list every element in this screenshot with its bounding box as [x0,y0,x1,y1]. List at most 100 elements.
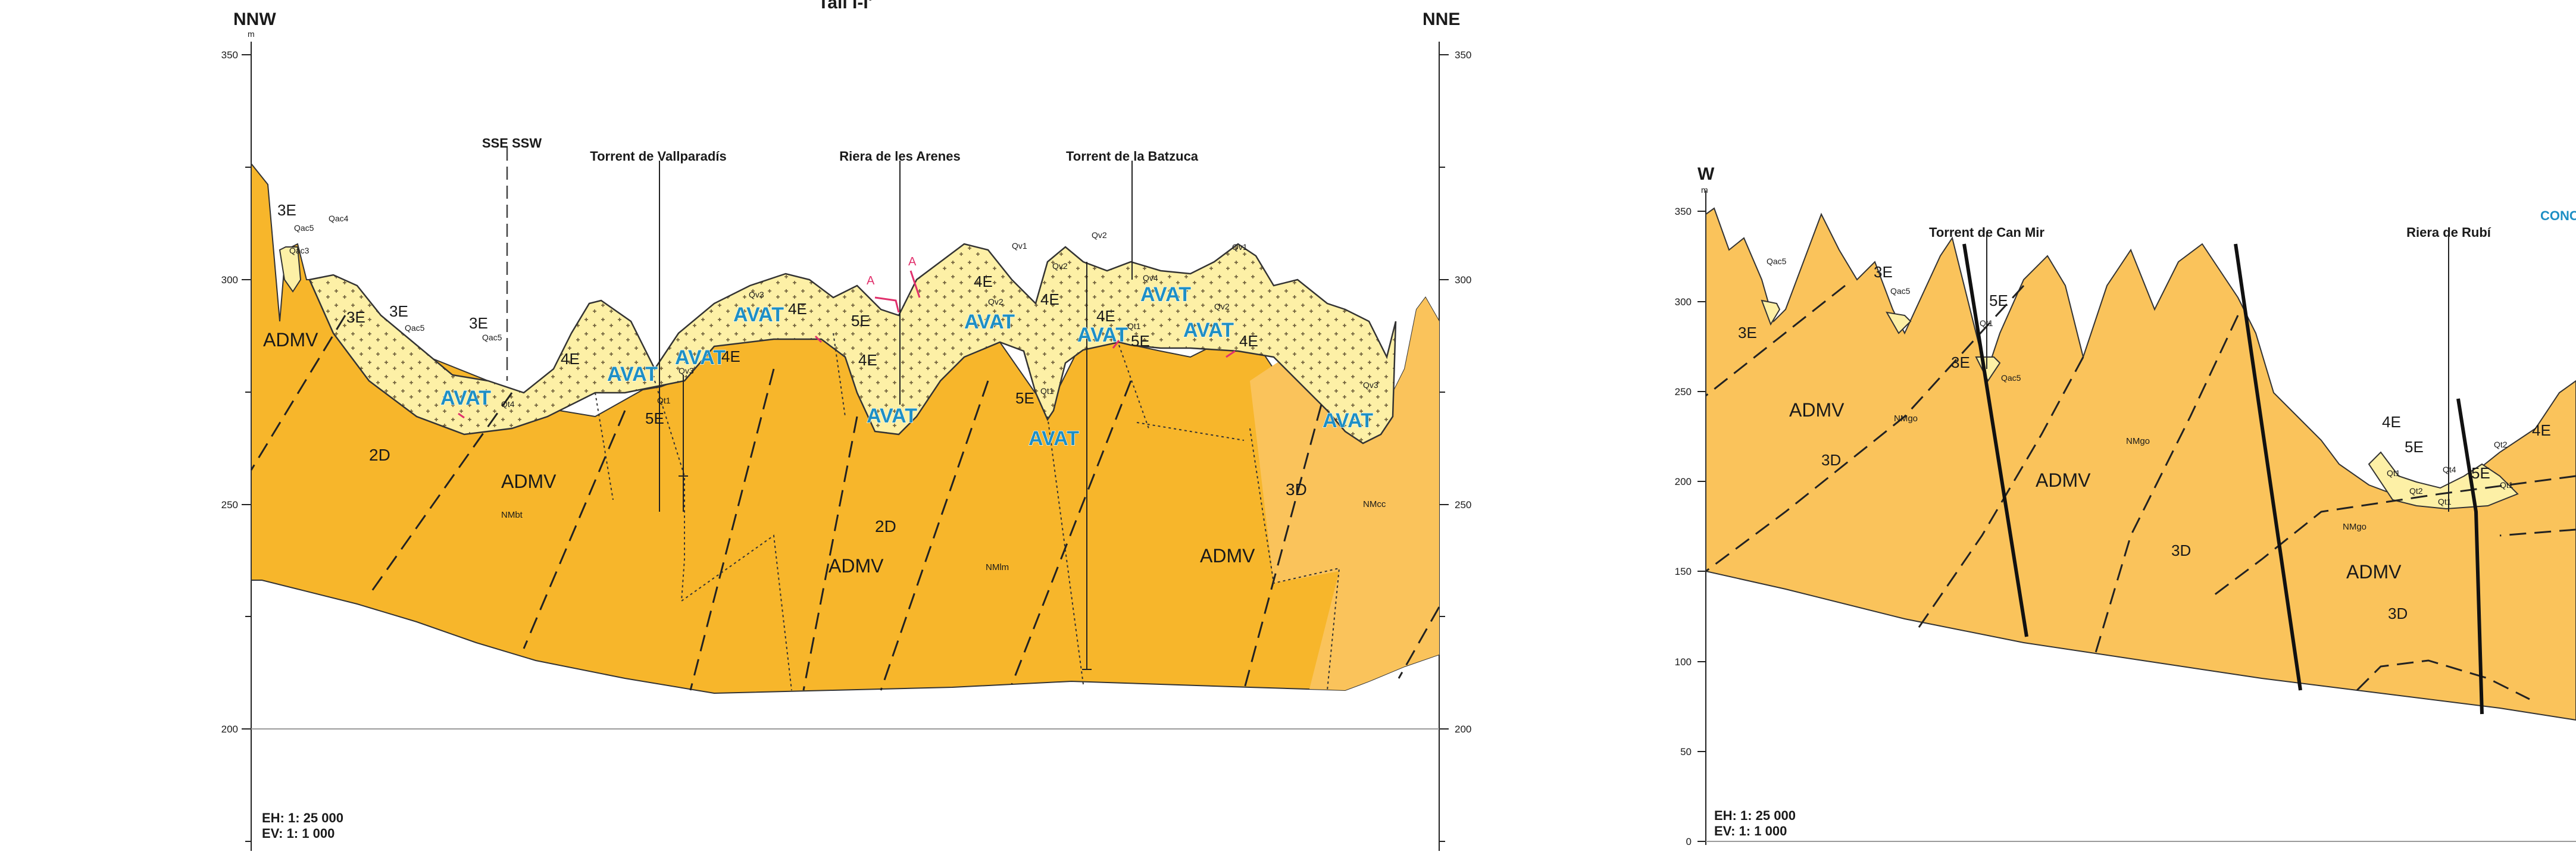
svg-text:AVAT: AVAT [1323,409,1373,432]
orient-left-label: NNW [233,10,276,29]
svg-text:Qt4: Qt4 [501,399,515,409]
stream-label-can-mir: Torrent de Can Mir [1929,225,2044,240]
svg-text:250: 250 [1455,499,1471,511]
svg-text:AVAT: AVAT [607,363,658,386]
svg-text:3E: 3E [389,302,408,320]
svg-text:Qt1: Qt1 [2438,497,2452,506]
svg-text:Qac5: Qac5 [294,223,314,233]
svg-text:Qac4: Qac4 [329,214,349,223]
unit-label-admv-2: ADMV [501,471,557,492]
svg-text:5E: 5E [1015,389,1034,407]
svg-text:Qv4: Qv4 [1143,273,1158,283]
right-section-ticks [1697,211,1706,842]
faults-right [1962,243,2484,715]
svg-text:Qac5: Qac5 [2001,373,2021,383]
svg-text:Qv2: Qv2 [1052,261,1068,271]
unit-label-nmcc: NMcc [1363,499,1386,509]
svg-text:AVAT: AVAT [675,346,726,369]
svg-text:5E: 5E [851,312,870,330]
svg-text:200: 200 [1675,476,1692,487]
svg-text:Qv3: Qv3 [749,290,764,299]
svg-text:Qt2: Qt2 [2494,440,2508,449]
svg-text:Qv2: Qv2 [1092,230,1107,240]
svg-text:Qt1: Qt1 [1040,386,1054,396]
svg-text:AVAT: AVAT [964,311,1015,333]
svg-text:5E: 5E [2405,438,2424,456]
svg-text:150: 150 [1675,566,1692,577]
svg-text:NMgo: NMgo [1894,414,1918,424]
svg-text:AVAT: AVAT [733,303,784,326]
quaternary-labels-left: 3E 3E 3E 3E 4E 4E 4E 4E 4E 4E 4E 4E 5E 5… [277,201,1258,427]
svg-text:3E: 3E [277,201,296,219]
svg-text:NMgo: NMgo [2343,522,2366,532]
svg-text:AVAT: AVAT [867,405,917,427]
svg-text:Qac5: Qac5 [1890,286,1911,296]
right-scale-horizontal: EH: 1: 25 000 [1714,808,1796,823]
svg-text:350: 350 [221,49,238,61]
borehole-lines [506,148,1133,670]
unit-label-admv-4: ADMV [1200,545,1255,566]
svg-text:350: 350 [1455,49,1471,61]
svg-text:200: 200 [1455,724,1471,735]
svg-text:Qv1: Qv1 [1232,242,1248,252]
unit-label-2d-2: 2D [875,517,896,536]
svg-text:ADMV: ADMV [2036,469,2091,491]
unit-label-admv-1: ADMV [263,329,318,350]
svg-text:4E: 4E [974,273,993,290]
svg-text:Qv3: Qv3 [1363,380,1378,390]
red-marks [458,270,1236,419]
svg-text:Qt1: Qt1 [2387,468,2400,478]
svg-text:Qv2: Qv2 [1214,302,1230,311]
svg-text:3D: 3D [2171,541,2191,559]
svg-text:AVAT: AVAT [1028,427,1079,450]
contacts-right [1705,284,2576,700]
svg-text:0: 0 [1686,836,1692,847]
svg-text:250: 250 [1675,386,1692,397]
svg-text:3D: 3D [2388,605,2408,622]
bedrock-right [1705,207,2576,721]
quaternary-small-labels-left: Qac5 Qac3 Qac4 Qac5 Qac5 Qt4 Qv3 Qv3 Qv1… [289,214,1378,409]
svg-text:100: 100 [1675,656,1692,668]
stream-label-arenes: Riera de les Arenes [839,149,960,164]
svg-text:Qv1: Qv1 [1012,241,1027,251]
bend-label: SSE SSW [482,136,542,151]
svg-text:Qv3: Qv3 [679,366,694,375]
unit-label-nmlm: NMlm [986,562,1009,572]
svg-text:ADMV: ADMV [2346,561,2402,583]
right-section: W m 350 300 250 200 150 100 50 0 Torrent… [1675,164,2576,847]
mark-a-1: A [867,274,875,287]
unit-label-admv-3: ADMV [829,555,884,577]
svg-text:AVAT: AVAT [440,387,491,409]
quaternary-vee [279,246,302,293]
svg-text:Qv2: Qv2 [988,297,1003,306]
svg-text:350: 350 [1675,206,1692,217]
svg-text:4E: 4E [2382,413,2401,431]
svg-text:Qac5: Qac5 [1767,256,1787,266]
section-title: Tall I-I' [818,0,873,12]
right-unit-label: m [1701,185,1708,195]
svg-text:NMgo: NMgo [2126,436,2150,446]
svg-text:Qt1: Qt1 [657,396,671,405]
svg-text:3E: 3E [469,314,488,332]
svg-text:300: 300 [221,274,238,286]
svg-text:AVAT: AVAT [1140,283,1191,306]
svg-text:4E: 4E [1239,332,1258,350]
svg-text:5E: 5E [1989,292,2008,309]
svg-text:3E: 3E [346,308,365,326]
svg-text:4E: 4E [1040,290,1059,308]
svg-text:3D: 3D [1821,451,1841,469]
right-unit-labels: ADMV ADMV ADMV 3D 3D 3D NMgo NMgo NMgo [1789,399,2408,622]
svg-text:4E: 4E [1096,307,1115,325]
svg-text:Qac3: Qac3 [289,246,310,255]
unit-label-nmbt: NMbt [501,510,523,520]
orient-right-label: NNE [1423,10,1460,29]
quaternary-right-vee-1 [1761,299,1781,326]
left-section: Tall I-I' NNW NNE m 350 300 250 200 350 … [221,0,1471,851]
svg-text:250: 250 [221,499,238,511]
svg-text:AVAT: AVAT [1183,319,1234,342]
svg-text:3E: 3E [1874,263,1893,281]
quaternary-right [2368,451,2519,510]
elevation-labels-left: 350 300 250 200 [221,49,238,735]
quaternary-right-vee-2 [1886,311,1912,334]
quaternary-cover [308,243,1397,444]
